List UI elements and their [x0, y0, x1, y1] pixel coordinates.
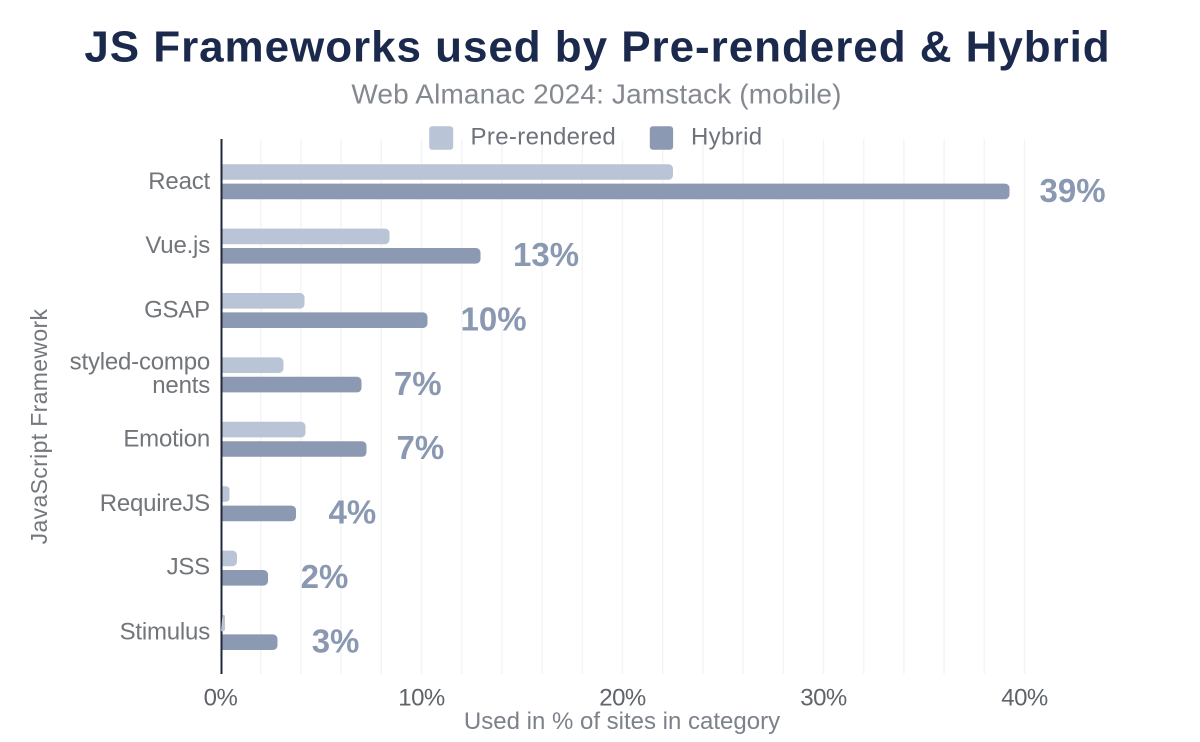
svg-text:4%: 4% [329, 494, 377, 531]
svg-text:React: React [148, 168, 210, 195]
svg-text:7%: 7% [394, 365, 442, 402]
svg-text:0%: 0% [204, 685, 238, 712]
svg-text:2%: 2% [301, 558, 349, 595]
svg-text:GSAP: GSAP [144, 297, 210, 324]
svg-text:10%: 10% [461, 300, 527, 337]
svg-text:7%: 7% [397, 429, 445, 466]
svg-text:40%: 40% [1001, 685, 1048, 712]
svg-text:Vue.js: Vue.js [145, 232, 210, 259]
svg-text:nents: nents [152, 372, 210, 399]
svg-text:3%: 3% [312, 622, 360, 659]
svg-text:JavaScript Framework: JavaScript Framework [26, 308, 52, 544]
svg-text:Pre-rendered: Pre-rendered [471, 124, 617, 151]
svg-text:Emotion: Emotion [123, 425, 210, 452]
svg-text:20%: 20% [599, 685, 646, 712]
svg-text:10%: 10% [398, 685, 445, 712]
svg-text:39%: 39% [1040, 172, 1106, 209]
svg-text:Hybrid: Hybrid [691, 124, 762, 151]
svg-text:Web Almanac 2024: Jamstack (mo: Web Almanac 2024: Jamstack (mobile) [351, 78, 841, 109]
svg-text:JS Frameworks used by Pre-rend: JS Frameworks used by Pre-rendered & Hyb… [84, 22, 1110, 71]
svg-text:13%: 13% [513, 236, 579, 273]
svg-text:JSS: JSS [167, 554, 210, 581]
svg-text:RequireJS: RequireJS [100, 490, 210, 517]
svg-text:Used in % of sites in category: Used in % of sites in category [464, 708, 780, 735]
svg-text:30%: 30% [800, 685, 847, 712]
svg-text:Stimulus: Stimulus [120, 618, 211, 645]
svg-text:styled-compo: styled-compo [70, 349, 210, 376]
